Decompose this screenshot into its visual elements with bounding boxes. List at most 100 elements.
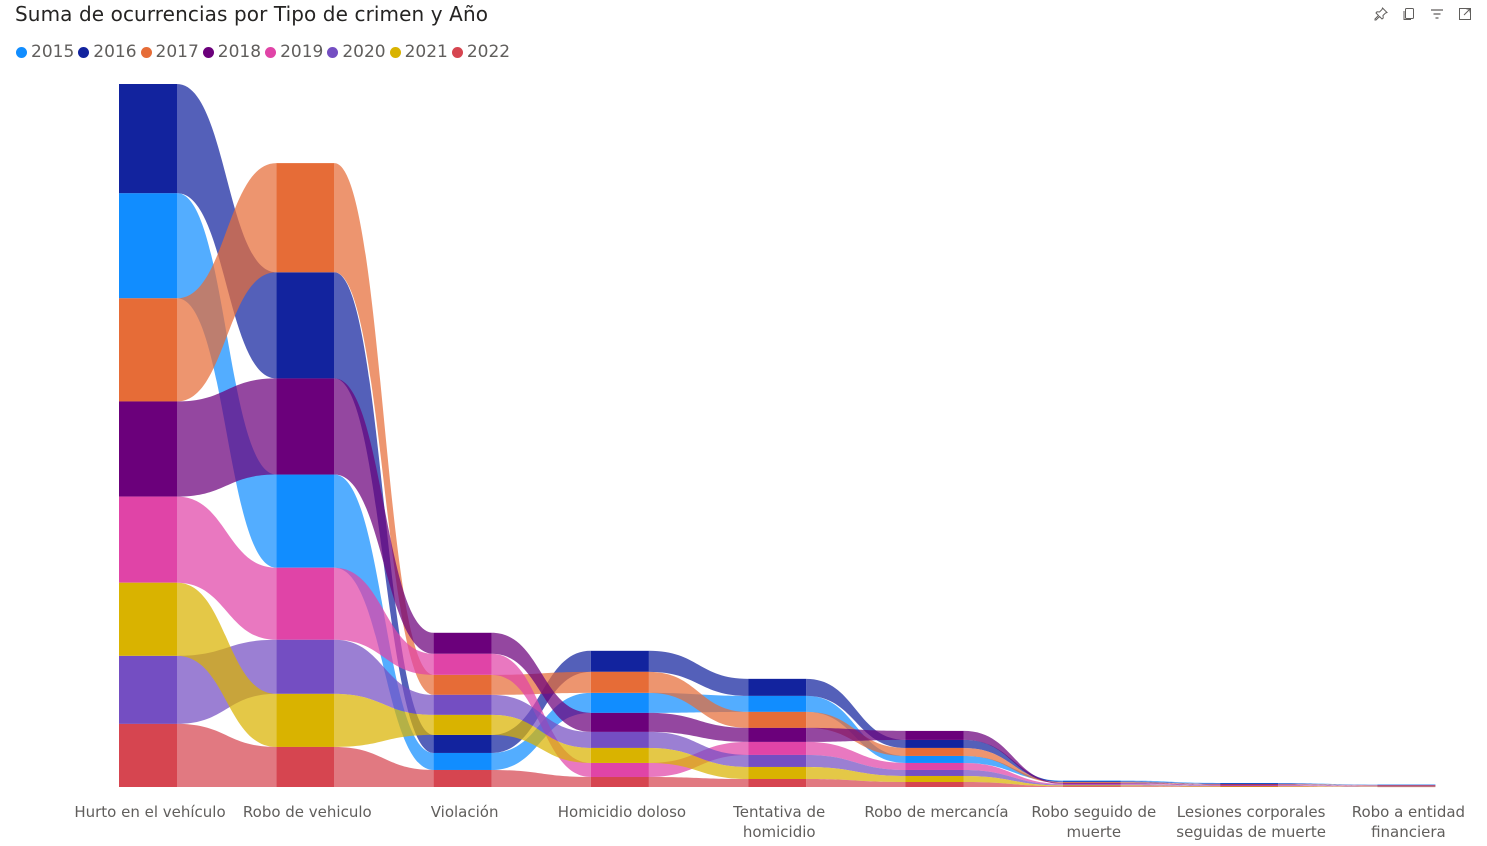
- segment-2021-1[interactable]: [276, 693, 335, 747]
- segment-2019-2[interactable]: [433, 653, 492, 675]
- legend-item-2020[interactable]: 2020: [327, 42, 386, 62]
- ribbon-2020-3[interactable]: [648, 731, 749, 767]
- ribbon-2019-0[interactable]: [177, 496, 277, 640]
- ribbon-2020-2[interactable]: [491, 694, 591, 748]
- ribbon-2022-5[interactable]: [963, 781, 1063, 787]
- ribbon-2017-6[interactable]: [1120, 782, 1221, 785]
- segment-2020-6[interactable]: [1062, 784, 1121, 786]
- ribbon-2015-6[interactable]: [1120, 780, 1221, 784]
- ribbon-2016-3[interactable]: [648, 650, 749, 696]
- ribbon-2022-3[interactable]: [648, 776, 749, 787]
- ribbon-2016-6[interactable]: [1120, 781, 1221, 784]
- segment-2017-6[interactable]: [1062, 782, 1121, 783]
- legend-item-2022[interactable]: 2022: [451, 42, 510, 62]
- ribbon-2016-7[interactable]: [1278, 783, 1378, 786]
- segment-2021-5[interactable]: [905, 775, 964, 782]
- ribbon-2018-4[interactable]: [806, 727, 906, 742]
- ribbon-2022-6[interactable]: [1120, 786, 1221, 787]
- ribbon-2020-7[interactable]: [1278, 785, 1378, 787]
- segment-2018-7[interactable]: [1220, 784, 1279, 785]
- filter-icon[interactable]: [1429, 6, 1445, 22]
- segment-2017-2[interactable]: [433, 674, 492, 695]
- ribbon-2017-1[interactable]: [334, 163, 434, 695]
- ribbon-2020-1[interactable]: [334, 639, 434, 715]
- ribbon-2021-7[interactable]: [1278, 785, 1378, 787]
- segment-2021-2[interactable]: [433, 714, 492, 735]
- segment-2021-3[interactable]: [590, 747, 649, 763]
- segment-2016-0[interactable]: [119, 84, 177, 194]
- segment-2017-4[interactable]: [748, 711, 807, 728]
- ribbon-2021-2[interactable]: [491, 714, 591, 763]
- ribbon-2021-1[interactable]: [334, 693, 434, 747]
- legend-item-2019[interactable]: 2019: [265, 42, 323, 62]
- segment-2016-2[interactable]: [433, 734, 492, 753]
- ribbon-2015-7[interactable]: [1278, 782, 1378, 785]
- ribbon-2020-4[interactable]: [806, 754, 906, 776]
- segment-2022-2[interactable]: [433, 769, 492, 787]
- segment-2017-0[interactable]: [119, 298, 177, 402]
- ribbon-2017-3[interactable]: [648, 671, 749, 728]
- ribbon-2020-6[interactable]: [1120, 784, 1221, 786]
- ribbon-2019-7[interactable]: [1278, 784, 1378, 787]
- ribbon-2019-5[interactable]: [963, 762, 1063, 785]
- ribbon-2021-0[interactable]: [177, 582, 277, 747]
- segment-2017-1[interactable]: [276, 163, 335, 273]
- segment-2019-6[interactable]: [1062, 783, 1121, 785]
- ribbon-2022-0[interactable]: [177, 723, 277, 787]
- segment-2019-4[interactable]: [748, 741, 807, 755]
- segment-2020-7[interactable]: [1220, 785, 1279, 786]
- ribbon-2019-4[interactable]: [806, 741, 906, 770]
- segment-2018-1[interactable]: [276, 378, 335, 475]
- legend-item-2016[interactable]: 2016: [78, 42, 137, 62]
- ribbon-2021-5[interactable]: [963, 775, 1063, 787]
- segment-2021-6[interactable]: [1062, 785, 1121, 787]
- segment-2015-3[interactable]: [590, 692, 649, 713]
- ribbon-2018-6[interactable]: [1120, 782, 1221, 785]
- segment-2022-5[interactable]: [905, 781, 964, 787]
- ribbon-2018-1[interactable]: [334, 378, 434, 654]
- ribbon-2017-7[interactable]: [1278, 783, 1378, 786]
- segment-2016-5[interactable]: [905, 739, 964, 748]
- segment-2015-4[interactable]: [748, 695, 807, 712]
- segment-2018-4[interactable]: [748, 727, 807, 742]
- segment-2021-4[interactable]: [748, 766, 807, 779]
- segment-2019-7[interactable]: [1220, 784, 1279, 786]
- segment-2015-6[interactable]: [1062, 780, 1121, 782]
- segment-2015-5[interactable]: [905, 755, 964, 763]
- segment-2022-4[interactable]: [748, 778, 807, 787]
- ribbon-2018-0[interactable]: [177, 378, 277, 497]
- segment-2022-0[interactable]: [119, 723, 177, 787]
- segment-2018-5[interactable]: [905, 730, 964, 740]
- ribbon-2022-2[interactable]: [491, 769, 591, 787]
- ribbon-2018-2[interactable]: [491, 632, 591, 732]
- segment-2021-7[interactable]: [1220, 785, 1279, 787]
- segment-2015-1[interactable]: [276, 474, 335, 568]
- segment-2020-0[interactable]: [119, 655, 177, 724]
- segment-2015-0[interactable]: [119, 193, 177, 299]
- ribbon-2022-7[interactable]: [1278, 786, 1378, 787]
- segment-2022-7[interactable]: [1220, 786, 1279, 787]
- segment-2019-0[interactable]: [119, 496, 177, 583]
- legend-item-2018[interactable]: 2018: [202, 42, 261, 62]
- focus-mode-icon[interactable]: [1457, 6, 1473, 22]
- segment-2016-7[interactable]: [1220, 783, 1279, 784]
- ribbon-2021-6[interactable]: [1120, 785, 1221, 787]
- ribbon-2016-4[interactable]: [806, 678, 906, 748]
- segment-2019-5[interactable]: [905, 762, 964, 770]
- legend-item-2021[interactable]: 2021: [389, 42, 448, 62]
- ribbon-2018-3[interactable]: [648, 712, 749, 742]
- legend-item-2015[interactable]: 2015: [16, 42, 74, 62]
- segment-2022-1[interactable]: [276, 746, 335, 787]
- segment-2020-1[interactable]: [276, 639, 335, 694]
- ribbon-2021-4[interactable]: [806, 766, 906, 782]
- ribbon-2017-0[interactable]: [177, 163, 277, 402]
- segment-2018-6[interactable]: [1062, 782, 1121, 784]
- segment-2020-5[interactable]: [905, 769, 964, 776]
- ribbon-2020-5[interactable]: [963, 769, 1063, 786]
- ribbon-2018-7[interactable]: [1278, 784, 1378, 786]
- ribbon-2019-1[interactable]: [334, 567, 434, 675]
- segment-2018-0[interactable]: [119, 401, 177, 497]
- segment-2018-2[interactable]: [433, 632, 492, 654]
- ribbon-2017-5[interactable]: [963, 747, 1063, 783]
- segment-2020-4[interactable]: [748, 754, 807, 767]
